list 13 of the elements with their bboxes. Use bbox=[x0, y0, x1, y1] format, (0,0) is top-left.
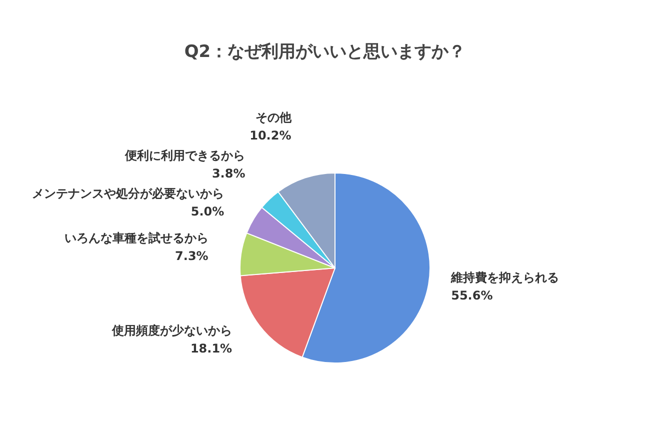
data-label: 5.0% bbox=[190, 204, 224, 218]
slice-label: メンテナンスや処分が必要ないから bbox=[32, 186, 224, 200]
slice-label: 維持費を抑えられる bbox=[450, 270, 560, 285]
data-label: 7.3% bbox=[175, 248, 208, 263]
data-label: 10.2% bbox=[250, 128, 292, 142]
data-label: 55.6% bbox=[451, 288, 493, 303]
slice-label: 使用頻度が少ないから bbox=[111, 323, 232, 338]
data-label: 18.1% bbox=[190, 341, 232, 356]
chart-title: Q2：なぜ利用がいいと思いますか？ bbox=[183, 41, 467, 63]
slice-label: 便利に利用できるから bbox=[124, 148, 246, 162]
data-label: 3.8% bbox=[212, 166, 246, 180]
slice-label: その他 bbox=[255, 110, 292, 124]
slice-label: いろんな車種を試せるから bbox=[64, 230, 208, 245]
